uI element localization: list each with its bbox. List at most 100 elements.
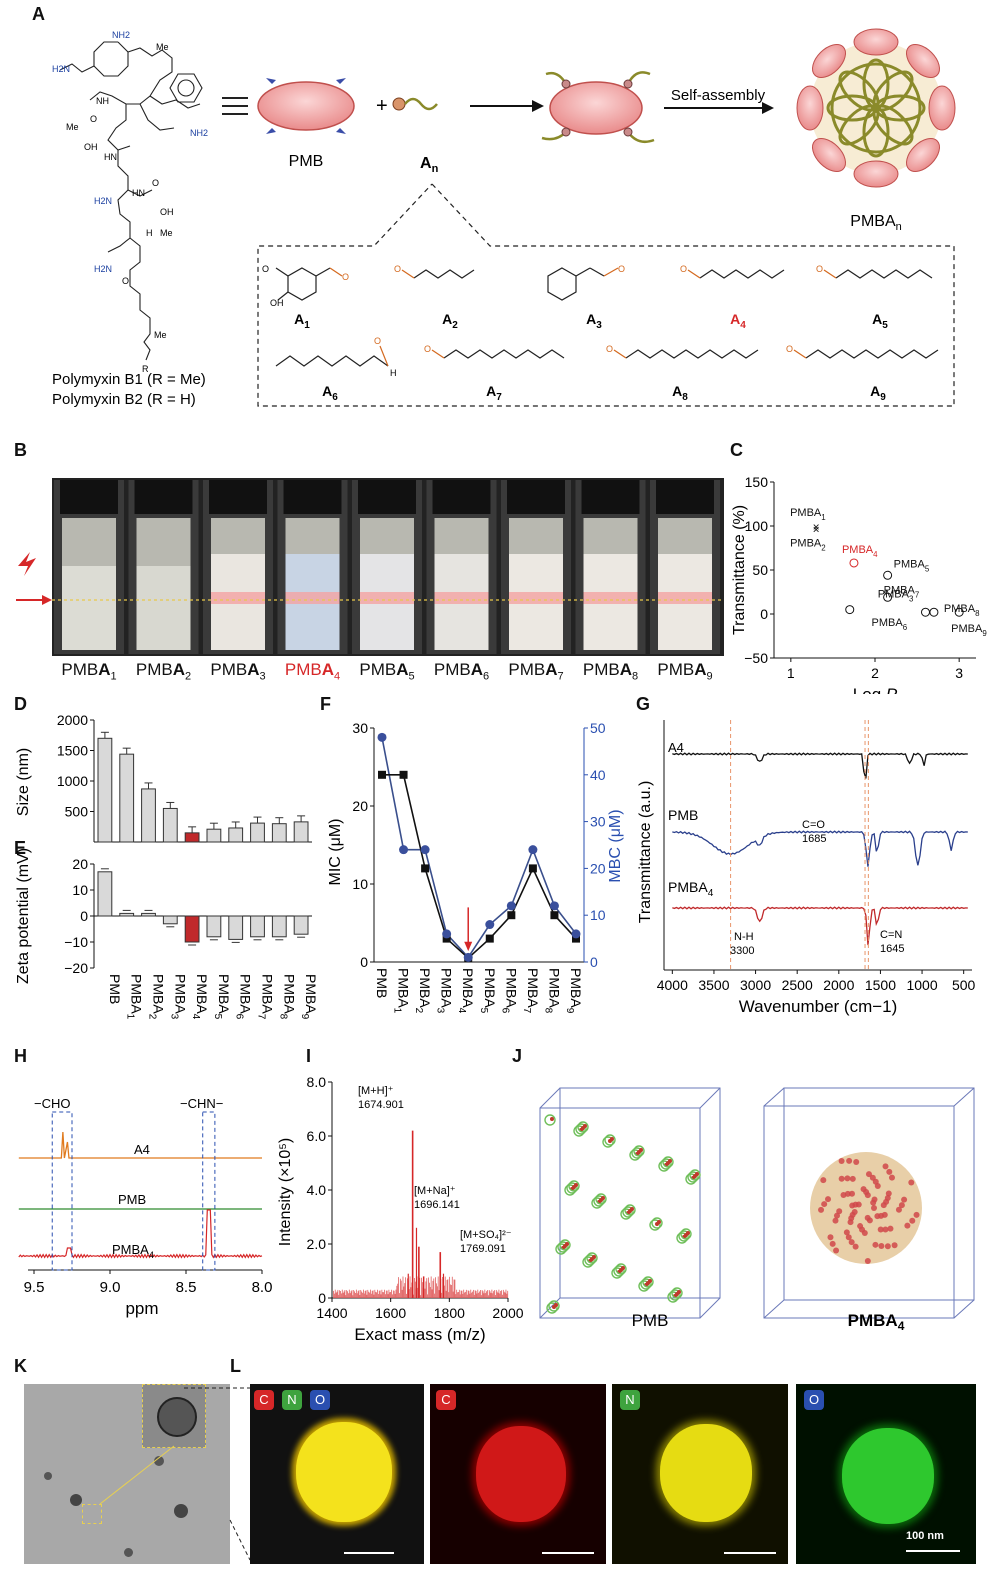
c-point-label-5: PMBA5 <box>894 558 930 573</box>
pmb-ellipse <box>257 81 355 131</box>
panel-label-d: D <box>14 694 27 714</box>
md-molecule <box>591 1197 603 1209</box>
e-xtick: PMBA3 <box>168 974 188 1020</box>
f-mic-point <box>485 934 494 943</box>
g-xtick: 3500 <box>698 977 729 993</box>
g-annot-cn: C=N <box>880 929 902 941</box>
f-mbc-line <box>381 737 577 959</box>
pmb-oh-label: OH <box>84 142 98 152</box>
f-mbc-point <box>442 929 452 939</box>
c-xtick: 3 <box>955 665 963 681</box>
tem-zoom-region <box>82 1504 102 1524</box>
c-ytick: 150 <box>745 474 769 490</box>
md-molecule <box>658 1160 670 1172</box>
vial-label-1: PMBA1 <box>61 660 117 683</box>
aldehyde-label-a5: A5 <box>872 311 888 331</box>
tem-image <box>24 1384 230 1564</box>
c-point-7 <box>883 592 893 602</box>
i-ytick: 6.0 <box>307 1128 327 1144</box>
h-series-pmba4: PMBA4 <box>112 1242 154 1260</box>
i-peak-value: 1696.141 <box>414 1199 460 1211</box>
vial-cap <box>507 480 565 514</box>
e-xtick: PMBA6 <box>234 974 254 1020</box>
svg-text:O: O <box>606 344 613 354</box>
panel-label-k: K <box>14 1356 27 1376</box>
aldehyde-label-a1: A1 <box>294 311 310 331</box>
g-xtick: 1000 <box>906 977 937 993</box>
i-xlabel: Exact mass (m/z) <box>354 1325 485 1344</box>
f-mic-point <box>421 864 430 873</box>
i-peak-ion: [M+SO₄]²⁻ <box>460 1229 512 1241</box>
pmb-h2n-label-3: H2N <box>94 264 112 274</box>
f-mic-point <box>528 864 537 873</box>
scale-bar <box>906 1550 960 1552</box>
svg-text:O: O <box>374 336 381 346</box>
g-annot-co: C=O <box>802 819 825 831</box>
f-mbc-point <box>571 929 581 939</box>
c-point-5 <box>883 570 893 580</box>
g-annot-1645: 1645 <box>880 943 904 955</box>
eds-oxygen-badge: O <box>804 1390 824 1410</box>
i-xtick: 2000 <box>492 1305 523 1321</box>
e-xtick: PMBA8 <box>277 974 297 1020</box>
pmb-hn-label: HN <box>104 152 117 162</box>
pmb-me2-label: Me <box>66 122 79 132</box>
f-mbc-point <box>506 901 516 911</box>
h-cho-label: −CHO <box>34 1096 70 1111</box>
md-molecule <box>582 1256 594 1268</box>
laser-arrow-icon <box>42 595 52 605</box>
f-ylabel: MIC (μM) <box>327 819 344 886</box>
md-pmb-label: PMB <box>632 1311 669 1330</box>
e-ytick: −10 <box>64 934 88 950</box>
eds-carbon-badge: C <box>436 1390 456 1410</box>
vial-cap <box>432 480 491 514</box>
h-xtick: 9.0 <box>100 1279 121 1296</box>
pmb-o-label-2: O <box>152 178 159 188</box>
h-series-pmb: PMB <box>118 1192 146 1207</box>
g-xtick: 1500 <box>865 977 896 993</box>
pmb-hn-label-2: HN <box>132 188 145 198</box>
f-y2tick: 10 <box>590 907 606 923</box>
h-xtick: 8.0 <box>252 1279 273 1296</box>
pmb-me4-label: Me <box>154 330 167 340</box>
g-ylabel: Transmittance (a.u.) <box>637 781 654 924</box>
plus-sign: + <box>376 95 388 117</box>
c-point-9 <box>954 607 964 617</box>
md-molecule <box>593 1195 605 1207</box>
aldehyde-label-a9: A9 <box>870 383 886 403</box>
c-point-8 <box>929 607 939 617</box>
md-molecule <box>667 1291 679 1303</box>
i-peak-value: 1769.091 <box>460 1243 506 1255</box>
panel-label-a: A <box>32 4 45 24</box>
md-molecule <box>566 1182 578 1194</box>
panel-label-j: J <box>512 1046 523 1066</box>
f-mic-point <box>442 934 451 943</box>
c-point-6 <box>921 607 930 617</box>
svg-text:O: O <box>342 272 349 282</box>
eds-carbon-map: C <box>430 1384 606 1564</box>
md-molecule <box>685 1173 697 1185</box>
md-molecule <box>642 1276 654 1288</box>
h-a4-trace <box>18 1131 262 1159</box>
vial-label-2: PMBA2 <box>135 660 192 683</box>
vial-label-5: PMBA5 <box>359 660 415 683</box>
i-ylabel: Intensity (×10⁵) <box>277 1138 294 1246</box>
d-bar <box>271 823 287 843</box>
md-molecule <box>622 1206 634 1218</box>
md-molecule <box>689 1169 701 1181</box>
f-arrow-icon <box>464 941 473 952</box>
f-mic-point <box>550 911 559 920</box>
vial-cap <box>358 480 416 514</box>
vial-labels: PMBA1 PMBA2 PMBA3 PMBA4 PMBA5 PMBA6 PMBA7 PMBA8… <box>52 660 732 686</box>
f-ytick: 30 <box>352 720 368 736</box>
md-molecule <box>660 1158 672 1170</box>
f-mbc-point <box>399 845 409 855</box>
h-chn-box <box>202 1111 216 1271</box>
g-series-pmb: PMB <box>668 807 698 823</box>
md-molecule <box>678 1230 690 1242</box>
panel-label-g: G <box>636 694 651 714</box>
c-point-label-4: PMBA4 <box>842 544 878 559</box>
md-molecule <box>575 1123 587 1135</box>
i-peak-ion: [M+H]⁺ <box>358 1085 394 1097</box>
